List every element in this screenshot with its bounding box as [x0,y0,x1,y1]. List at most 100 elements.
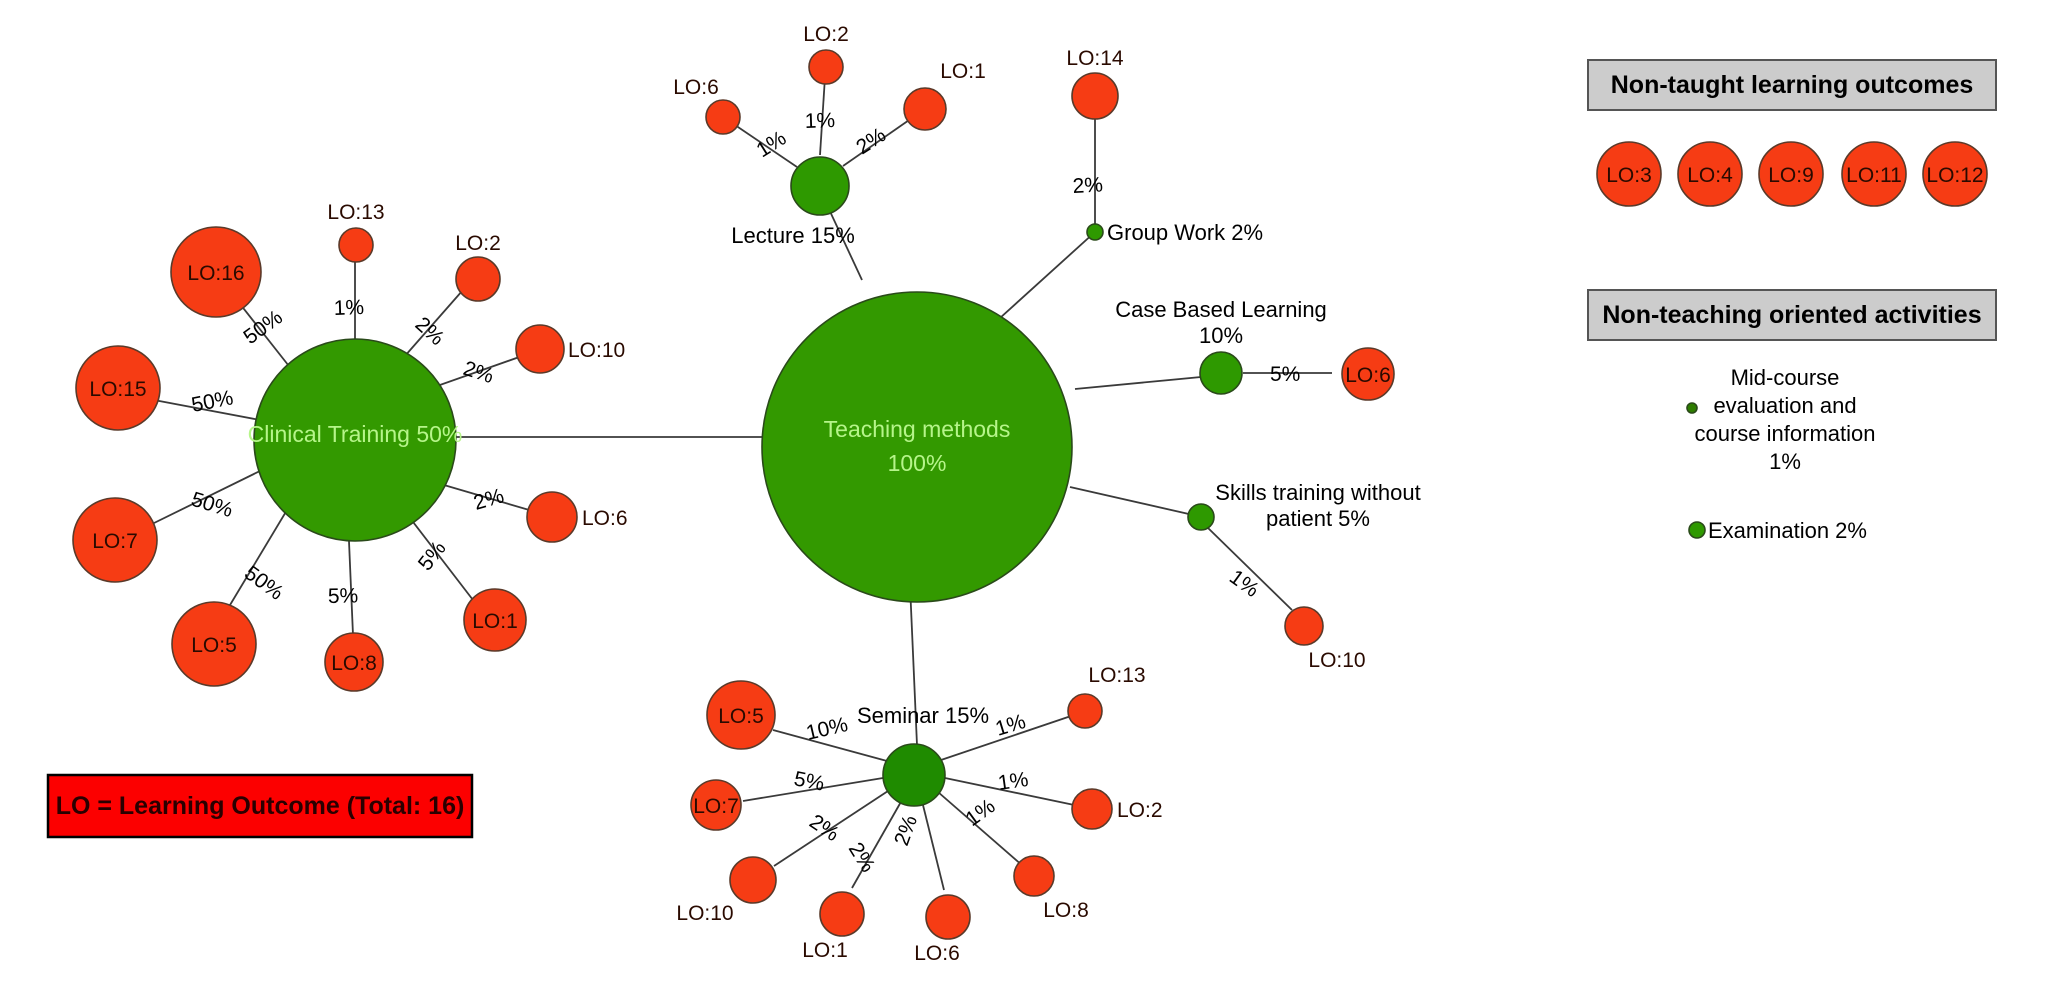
lo-node-lecture-lo2[interactable] [808,49,844,85]
lo-node-seminar-lo1[interactable] [819,891,865,937]
cluster-lecture: 1% 1% 2% LO:6 LO:2 LO:1 Lecture 15% [673,23,986,248]
method-node-clinical-training[interactable] [253,338,457,542]
legend-lo-node-11[interactable] [1841,141,1907,207]
method-node-case-based-learning[interactable] [1199,351,1243,395]
lo-label-clinical-lo8: LO:8 [331,652,377,675]
lo-node-seminar-lo2[interactable] [1071,788,1113,830]
lo-node-seminar-lo6[interactable] [925,894,971,940]
edge-pct-lecture-lo6: 1% [752,127,790,163]
legend-lo-node-4[interactable] [1677,141,1743,207]
method-label-lecture: Lecture 15% [731,223,855,248]
lo-node-lecture-lo6[interactable] [705,99,741,135]
edge-pct-clinical-lo13: 1% [333,296,364,320]
lo-node-seminar-lo5[interactable] [706,680,776,750]
legend-mid-course-line2: evaluation and [1713,393,1856,418]
lo-node-lecture-lo1[interactable] [903,87,947,131]
lo-node-seminar-lo8[interactable] [1013,855,1055,897]
lo-node-clinical-lo7[interactable] [72,497,158,583]
lo-node-clinical-lo10[interactable] [515,324,565,374]
edge-pct-clinical-lo2: 2% [411,313,449,350]
edge-pct-lecture-lo2: 1% [804,109,835,133]
legend-lo-label-12: LO:12 [1926,164,1983,187]
edge-pct-seminar-lo13: 1% [993,710,1029,741]
lo-label-seminar-lo5: LO:5 [718,705,764,728]
lo-node-clinical-lo1[interactable] [463,588,527,652]
edge-lecture-lo1 [842,117,913,167]
legend-lo-node-3[interactable] [1596,141,1662,207]
legend-lo-key-rect [46,773,474,839]
edge-lecture-lo6 [734,124,798,168]
legend-node-mid-course-evaluation[interactable] [1686,402,1698,414]
edge-root-group-work [999,231,1096,319]
lo-label-lecture-lo2: LO:2 [803,23,849,46]
edge-pct-clinical-lo15: 50% [190,386,236,417]
edge-pct-seminar-lo7: 5% [792,767,826,795]
lo-label-clinical-lo5: LO:5 [191,634,237,657]
legend-non-teaching-header [1587,289,1997,341]
legend-mid-course-line3: course information [1695,421,1876,446]
method-node-seminar[interactable] [882,743,946,807]
edge-pct-casebased-lo6: 5% [1270,363,1300,386]
edge-pct-groupwork-lo14: 2% [1072,173,1104,198]
legend-lo-label-9: LO:9 [1768,164,1814,187]
edge-seminar-lo1 [851,799,903,889]
lo-label-skills-lo10: LO:10 [1308,649,1365,672]
lo-node-clinical-lo15[interactable] [75,345,161,431]
edge-pct-seminar-lo6: 2% [890,812,922,848]
lo-label-groupwork-lo14: LO:14 [1066,47,1124,70]
edge-seminar-lo13 [940,714,1075,761]
method-node-skills-training[interactable] [1187,503,1215,531]
lo-label-seminar-lo10: LO:10 [676,902,733,925]
edge-pct-lecture-lo1: 2% [852,123,890,159]
lo-node-clinical-lo5[interactable] [171,601,257,687]
method-label-skills-line2: patient 5% [1266,506,1370,531]
edge-seminar-lo8 [937,791,1024,867]
cluster-seminar: 10% 5% 2% 2% 2% 1% 1% 1% LO:5 LO:7 LO:10… [676,664,1162,965]
lo-label-seminar-lo2: LO:2 [1117,799,1163,822]
method-node-teaching-methods[interactable] [761,291,1073,603]
legend-node-examination[interactable] [1688,521,1706,539]
lo-node-clinical-lo13[interactable] [338,227,374,263]
lo-node-clinical-lo2[interactable] [455,256,501,302]
lo-label-lecture-lo1: LO:1 [940,60,986,83]
edge-seminar-lo6 [921,800,945,891]
edge-pct-seminar-lo5: 10% [804,713,850,745]
method-node-lecture[interactable] [790,156,850,216]
root-label-line1: Teaching methods [824,416,1011,442]
method-label-group-work: Group Work 2% [1107,220,1263,245]
edge-clinical-lo7 [149,469,263,526]
cluster-case-based-learning: 5% LO:6 Case Based Learning 10% [1115,297,1395,401]
method-label-clinical-training: Clinical Training 50% [248,421,463,447]
lo-node-seminar-lo13[interactable] [1067,693,1103,729]
edge-pct-clinical-lo6: 2% [471,484,507,514]
edge-pct-clinical-lo8: 5% [328,584,359,608]
method-label-skills-line1: Skills training without [1215,480,1420,505]
cluster-group-work: 2% LO:14 Group Work 2% [1066,47,1263,245]
lo-node-seminar-lo10[interactable] [729,856,777,904]
cluster-clinical-training: 50% 50% 50% 50% 5% 5% 2% 2% 2% 1% LO:16 … [72,201,628,692]
lo-node-skills-lo10[interactable] [1284,606,1324,646]
lo-label-seminar-lo8: LO:8 [1043,899,1089,922]
legend-lo-key-box: LO = Learning Outcome (Total: 16) [46,773,474,839]
edge-clinical-lo5 [223,504,291,616]
edge-pct-skills-lo10: 1% [1225,565,1263,601]
lo-node-clinical-lo16[interactable] [170,226,262,318]
lo-node-groupwork-lo14[interactable] [1071,72,1119,120]
edge-pct-seminar-lo2: 1% [996,768,1029,795]
edge-root-skills-training [1069,486,1203,518]
lo-node-seminar-lo7[interactable] [690,779,742,831]
legend-non-taught-title: Non-taught learning outcomes [1611,71,1974,99]
lo-label-clinical-lo7: LO:7 [92,530,138,553]
legend-lo-node-9[interactable] [1758,141,1824,207]
method-label-case-based-line2: 10% [1199,323,1243,348]
lo-label-clinical-lo6-text: LO:6 [582,507,628,530]
method-node-group-work[interactable] [1086,223,1104,241]
lo-node-clinical-lo6[interactable] [526,491,578,543]
lo-node-clinical-lo8[interactable] [324,632,384,692]
legend-non-taught-learning-outcomes: Non-taught learning outcomes LO:3 LO:4 L… [1587,59,1997,207]
legend-lo-node-12[interactable] [1922,141,1988,207]
lo-label-seminar-lo13: LO:13 [1088,664,1145,687]
lo-node-casebased-lo6[interactable] [1341,347,1395,401]
legend-mid-course-line4: 1% [1769,449,1801,474]
